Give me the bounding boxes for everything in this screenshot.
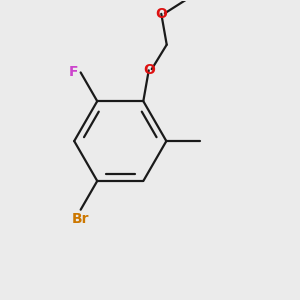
Text: Br: Br: [72, 212, 89, 226]
Text: F: F: [69, 65, 78, 80]
Text: O: O: [155, 7, 167, 21]
Text: O: O: [143, 63, 155, 77]
